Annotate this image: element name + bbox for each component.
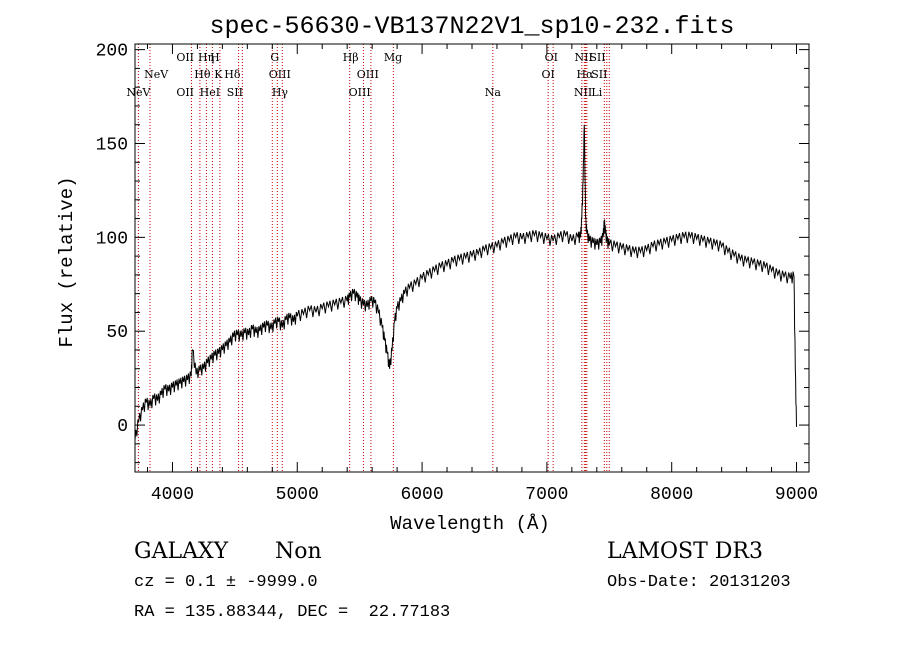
x-tick-label: 9000: [775, 485, 818, 505]
x-axis-label: Wavelength (Å): [390, 513, 550, 535]
y-tick-label: 0: [117, 417, 128, 437]
emission-line-label: G: [270, 51, 279, 64]
chart-title: spec-56630-VB137N22V1_sp10-232.fits: [209, 12, 734, 41]
y-axis-ticks: 0 50 100 150 200: [96, 42, 809, 464]
emission-line-label: NeV: [126, 86, 151, 99]
emission-line-label: Hδ: [224, 68, 241, 81]
y-tick-label: 150: [96, 135, 128, 155]
object-subclass: Non: [275, 539, 322, 564]
obs-date: Obs-Date: 20131203: [607, 573, 791, 592]
emission-line-labels: NeV NeV OII OII Hη Hθ HeI HK Hδ SII G OIII Hγ Hβ OIII O…: [126, 51, 607, 99]
emission-line-label: OII: [176, 86, 194, 99]
plot-frame: [134, 43, 810, 473]
emission-line-label: Na: [485, 86, 502, 99]
x-tick-label: 6000: [400, 485, 443, 505]
emission-line-label: OIII: [269, 68, 291, 81]
x-tick-label: 5000: [276, 485, 319, 505]
ra-dec-coordinates: RA = 135.88344, DEC = 22.77183: [134, 603, 451, 622]
emission-line-label: NII: [575, 51, 593, 64]
y-axis-label: Flux (relative): [56, 176, 78, 347]
emission-line-label: H: [210, 51, 220, 64]
emission-line-label: NeV: [144, 68, 169, 81]
object-class: GALAXY: [134, 539, 229, 564]
spectrum-line: [134, 124, 797, 441]
emission-line-label: SII: [589, 51, 605, 64]
emission-line-label: Hα: [576, 68, 594, 81]
emission-line-label: Hγ: [272, 86, 289, 99]
emission-line-label: OIII: [357, 68, 379, 81]
emission-line-label: OI: [545, 51, 558, 64]
x-tick-label: 8000: [650, 485, 693, 505]
emission-line-label: OI: [541, 68, 554, 81]
x-axis-ticks: 4000 5000 6000 7000 8000 9000: [146, 44, 818, 505]
emission-line-label: SII: [591, 68, 607, 81]
emission-line-label: Hθ: [194, 68, 211, 81]
emission-line-label: OIII: [349, 86, 371, 99]
emission-line-label: K: [214, 68, 223, 81]
emission-line-label: OII: [176, 51, 194, 64]
x-tick-label: 4000: [151, 485, 194, 505]
emission-line-label: Hη: [198, 51, 214, 64]
redshift-value: cz = 0.1 ± -9999.0: [134, 573, 318, 592]
emission-line-label: NII: [574, 86, 592, 99]
emission-line-label: Hβ: [343, 51, 359, 64]
emission-line-label: Li: [591, 86, 602, 99]
survey-name: LAMOST DR3: [607, 539, 763, 564]
emission-line-label: Mg: [384, 51, 402, 64]
y-tick-label: 200: [96, 42, 128, 62]
x-tick-label: 7000: [525, 485, 568, 505]
emission-line-label: SII: [227, 86, 243, 99]
emission-line-label: HeI: [200, 86, 220, 99]
y-tick-label: 100: [96, 229, 128, 249]
emission-line-markers: [137, 44, 610, 472]
y-tick-label: 50: [106, 323, 128, 343]
